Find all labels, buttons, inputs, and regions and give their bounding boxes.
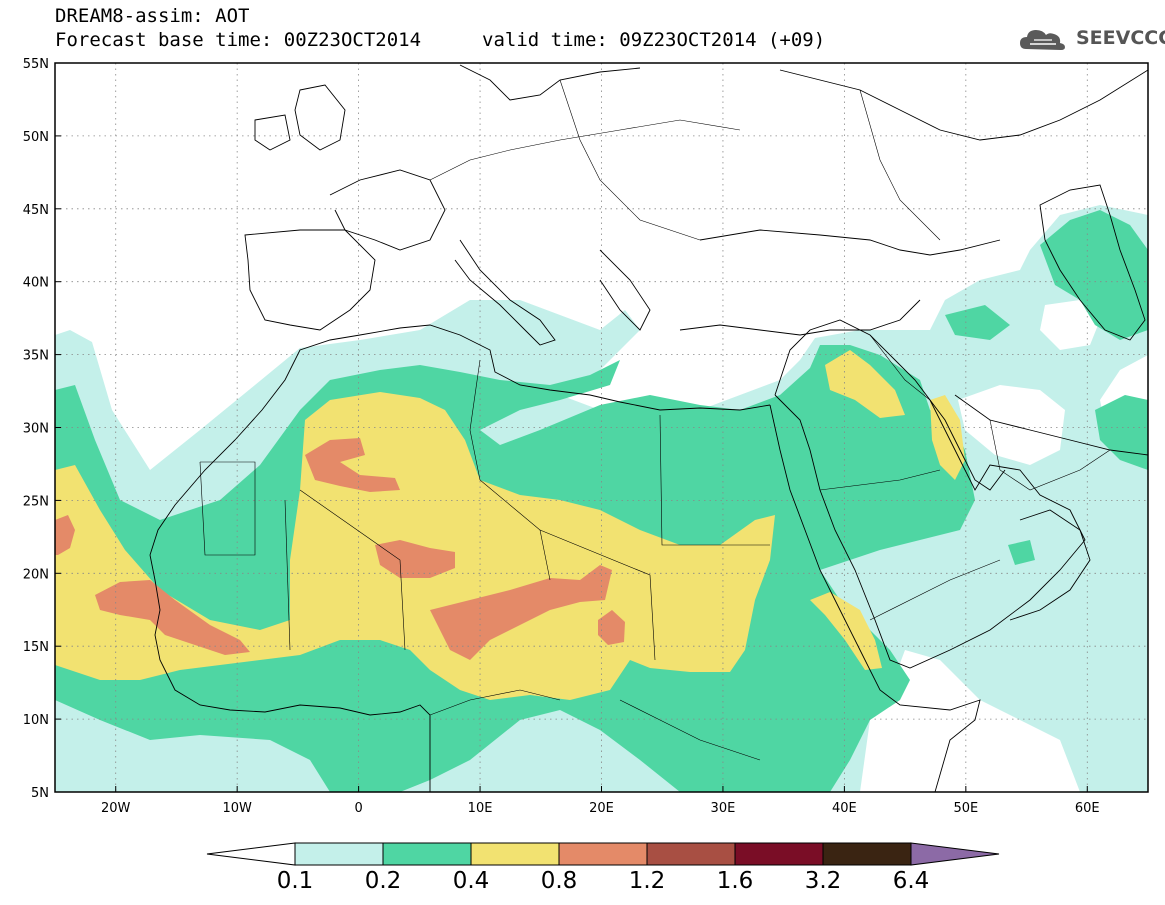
colorbar-bin	[294, 842, 384, 866]
colorbar-bin	[734, 842, 824, 866]
lat-tick-label: 35N	[23, 349, 49, 364]
lon-tick-label: 20W	[101, 801, 131, 816]
colorbar-label: 1.2	[629, 868, 666, 894]
coastlines	[149, 64, 1148, 792]
colorbar-bin	[646, 842, 736, 866]
aot-contour-0.2	[1040, 210, 1148, 340]
colorbar-bin	[558, 842, 648, 866]
aot-contour-0.8	[375, 540, 455, 578]
aot-contour-0.8	[305, 438, 400, 492]
colorbar-under-arrow	[206, 842, 296, 866]
lat-tick-label: 30N	[23, 422, 49, 437]
aot-field	[55, 63, 1148, 792]
colorbar-label: 0.4	[453, 868, 490, 894]
colorbar-bin	[822, 842, 912, 866]
colorbar: 0.1 0.2 0.4 0.8 1.2 1.6 3.2 6.4	[206, 842, 1000, 894]
aot-contour-0.8	[55, 515, 75, 555]
map-title: DREAM8-assim: AOT	[55, 5, 250, 27]
lon-tick-label: 50E	[953, 801, 978, 816]
lat-tick-label: 50N	[23, 130, 49, 145]
colorbar-label: 1.6	[717, 868, 754, 894]
aot-contour-0.2	[1008, 540, 1035, 565]
aot-contour-0.2	[1095, 395, 1148, 470]
map-grid	[55, 63, 1148, 792]
lon-tick-label: 10W	[222, 801, 252, 816]
lat-tick-label: 20N	[23, 567, 49, 582]
lon-tick-label: 10E	[468, 801, 493, 816]
aot-contour-0.8	[430, 565, 612, 660]
colorbar-label: 0.1	[277, 868, 314, 894]
aot-contour-0.2	[945, 305, 1010, 340]
forecast-base-time: Forecast base time: 00Z23OCT2014	[55, 29, 422, 51]
aot-contour-0.8	[598, 610, 625, 645]
lat-tick-label: 40N	[23, 276, 49, 291]
lat-tick-label: 5N	[31, 786, 49, 801]
colorbar-label: 0.2	[365, 868, 402, 894]
colorbar-label: 0.8	[541, 868, 578, 894]
colorbar-label: 3.2	[805, 868, 842, 894]
aot-contour-0.4	[810, 592, 882, 670]
axis-ticks: 55N 50N 45N 40N 35N 30N 25N 20N 15N 10N 5N 20W 10W 0 1…	[23, 57, 1100, 816]
colorbar-label: 6.4	[893, 868, 930, 894]
lon-tick-label: 0	[354, 801, 362, 816]
lat-tick-label: 25N	[23, 494, 49, 509]
aot-contour-0.8	[95, 580, 250, 655]
lon-tick-label: 30E	[711, 801, 736, 816]
lon-tick-label: 20E	[589, 801, 614, 816]
aot-contour-0.4	[825, 350, 905, 418]
country-borders	[199, 79, 1111, 761]
valid-time: valid time: 09Z23OCT2014 (+09)	[482, 29, 826, 51]
lat-tick-label: 45N	[23, 203, 49, 218]
lon-tick-label: 40E	[832, 801, 857, 816]
lat-tick-label: 10N	[23, 713, 49, 728]
logo-text: SEEVCCC	[1076, 27, 1165, 49]
lon-tick-label: 60E	[1075, 801, 1100, 816]
clear-patch	[1040, 300, 1100, 350]
aot-contour-0.4	[930, 395, 965, 480]
colorbar-bin	[382, 842, 472, 866]
colorbar-over-arrow	[910, 842, 1000, 866]
cloud-icon	[1020, 30, 1065, 50]
colorbar-bin	[470, 842, 560, 866]
lat-tick-label: 55N	[23, 57, 49, 72]
lat-tick-label: 15N	[23, 640, 49, 655]
